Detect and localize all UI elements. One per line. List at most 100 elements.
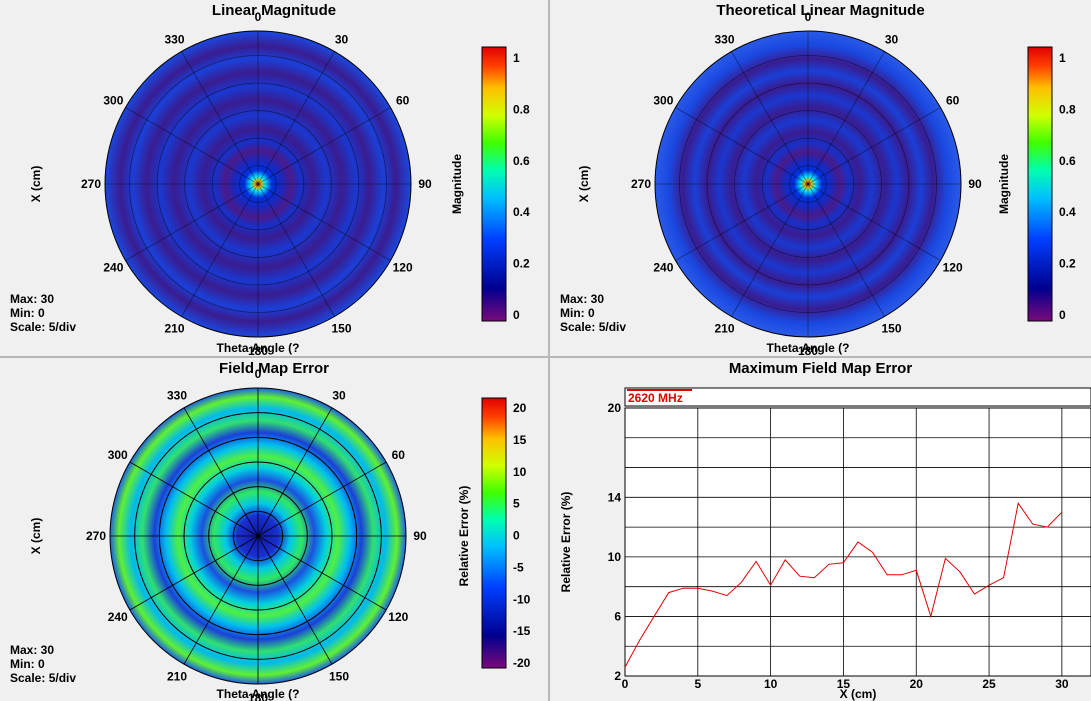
- stats-box: Max: 30 Min: 0 Scale: 5/div: [10, 643, 76, 685]
- x-tick-label: 30: [1055, 677, 1069, 691]
- angle-label: 0: [255, 10, 262, 24]
- colorbar-tick-label: -20: [513, 656, 531, 670]
- y-tick-label: 20: [608, 401, 622, 415]
- x-tick-label: 0: [622, 677, 629, 691]
- polar-spoke: [183, 407, 259, 537]
- polar-ring: [239, 165, 277, 203]
- angle-label: 150: [881, 322, 901, 336]
- polar-spoke: [125, 183, 259, 261]
- angle-label: 120: [388, 610, 408, 624]
- colorbar-tick-label: 0.2: [513, 257, 530, 271]
- y-axis-label: X (cm): [29, 518, 43, 555]
- colorbar-tick-label: 5: [513, 497, 520, 511]
- angle-label: 30: [335, 32, 349, 46]
- polar-spoke: [129, 461, 259, 537]
- angle-label: 210: [714, 322, 734, 336]
- colorbar-tick-label: 0.6: [513, 154, 530, 168]
- polar-ring: [761, 137, 855, 231]
- linear-magnitude-panel: Linear Magnitude: [0, 0, 548, 356]
- polar-spoke: [183, 535, 259, 665]
- horizontal-divider: [0, 356, 1091, 358]
- max-label: Max: 30: [560, 292, 605, 306]
- colorbar-tick-label: 1: [513, 51, 520, 65]
- colorbar-tick-label: 0.4: [513, 205, 530, 219]
- scale-label: Scale: 5/div: [10, 671, 77, 685]
- min-label: Min: 0: [560, 306, 595, 320]
- angle-label: 0: [255, 367, 262, 381]
- y-axis-label: X (cm): [577, 166, 591, 203]
- y-axis-label: X (cm): [29, 166, 43, 203]
- linear-magnitude-chart: 0 30 60 90 120 150 180 210 240 270 300 330 1 0.8 0.6 0…: [29, 10, 530, 356]
- vertical-divider: [548, 0, 550, 701]
- colorbar: [1027, 46, 1053, 322]
- polar-plot: 0 30 60 90 120 150 180 210 240 270 300 330: [631, 10, 982, 356]
- polar-field: [104, 30, 412, 338]
- colorbar-tick-label: 0.2: [1059, 257, 1076, 271]
- polar-spoke: [257, 51, 335, 185]
- angle-label: 30: [885, 32, 899, 46]
- angle-label: 180: [798, 344, 818, 356]
- polar-spoke: [257, 535, 333, 665]
- angle-label: 300: [108, 448, 128, 462]
- theoretical-magnitude-chart: 0 30 60 90 120 150 180 210 240 270 300 330 1 0.8 0.6 0…: [577, 10, 1076, 356]
- polar-spoke: [731, 183, 809, 317]
- polar-spoke: [675, 183, 809, 261]
- y-tick-label: 10: [608, 550, 622, 564]
- colorbar-tick-label: 20: [513, 401, 527, 415]
- scale-label: Scale: 5/div: [10, 320, 77, 334]
- angle-label: 300: [103, 94, 123, 108]
- polar-spoke: [731, 51, 809, 185]
- polar-ring: [679, 55, 937, 313]
- maximum-error-chart: 2620 MHz 0 5 10 15 20 25 30 2 6 10 14 20 X (cm) Rel…: [559, 387, 1091, 701]
- x-tick-label: 20: [910, 677, 924, 691]
- theoretical-magnitude-panel: Theoretical Linear Magnitude: [550, 0, 1091, 356]
- polar-spoke: [181, 51, 259, 185]
- maximum-error-panel: Maximum Field Map Error 2620 MHz 0 5 10 15 2…: [550, 358, 1091, 701]
- colorbar-tick-label: -5: [513, 560, 524, 574]
- colorbar-tick-label: 0.8: [1059, 102, 1076, 116]
- angle-label: 180: [248, 691, 268, 701]
- angle-label: 90: [413, 529, 427, 543]
- series-line-2620-mhz: [624, 502, 1063, 668]
- y-tick-label: 2: [614, 669, 621, 683]
- colorbar-label: Relative Error (%): [457, 486, 471, 587]
- polar-ring: [734, 110, 882, 258]
- polar-spoke: [129, 535, 259, 611]
- angle-label: 330: [714, 32, 734, 46]
- x-tick-label: 25: [982, 677, 996, 691]
- colorbar-tick-label: 0: [513, 529, 520, 543]
- angle-label: 270: [86, 529, 106, 543]
- polar-spoke: [181, 183, 259, 317]
- colorbar-tick-label: -10: [513, 592, 531, 606]
- angle-label: 210: [164, 322, 184, 336]
- field-map-error-panel: Field Map Error 0 30 60 90 120 150 180 210 240 27…: [0, 358, 548, 701]
- polar-spoke: [257, 183, 335, 317]
- colorbar-tick-label: 0.6: [1059, 154, 1076, 168]
- angle-label: 300: [653, 94, 673, 108]
- angle-label: 30: [332, 389, 346, 403]
- polar-field: [654, 30, 962, 338]
- colorbar-tick-label: 10: [513, 465, 527, 479]
- colorbar-tick-label: 0: [1059, 308, 1066, 322]
- polar-ring: [156, 82, 360, 286]
- angle-label: 60: [946, 94, 960, 108]
- angle-label: 330: [164, 32, 184, 46]
- y-tick-label: 6: [614, 609, 621, 623]
- angle-label: 150: [331, 322, 351, 336]
- chart-title: Linear Magnitude: [211, 2, 337, 19]
- x-axis-label: Theta Angle (?: [217, 687, 300, 701]
- angle-label: 120: [393, 261, 413, 275]
- angle-label: 270: [631, 177, 651, 191]
- polar-spoke: [807, 107, 941, 185]
- stats-box: Max: 30 Min: 0 Scale: 5/div: [10, 292, 76, 334]
- angle-label: 180: [248, 344, 268, 356]
- polar-ring: [184, 110, 332, 258]
- y-tick-label: 14: [608, 490, 622, 504]
- polar-spoke: [257, 183, 391, 261]
- max-label: Max: 30: [10, 643, 55, 657]
- colorbar: [481, 46, 507, 322]
- polar-ring: [706, 82, 910, 286]
- colorbar-tick-label: 0.4: [1059, 205, 1076, 219]
- legend-box: [624, 387, 1091, 407]
- stats-box: Max: 30 Min: 0 Scale: 5/div: [560, 292, 626, 334]
